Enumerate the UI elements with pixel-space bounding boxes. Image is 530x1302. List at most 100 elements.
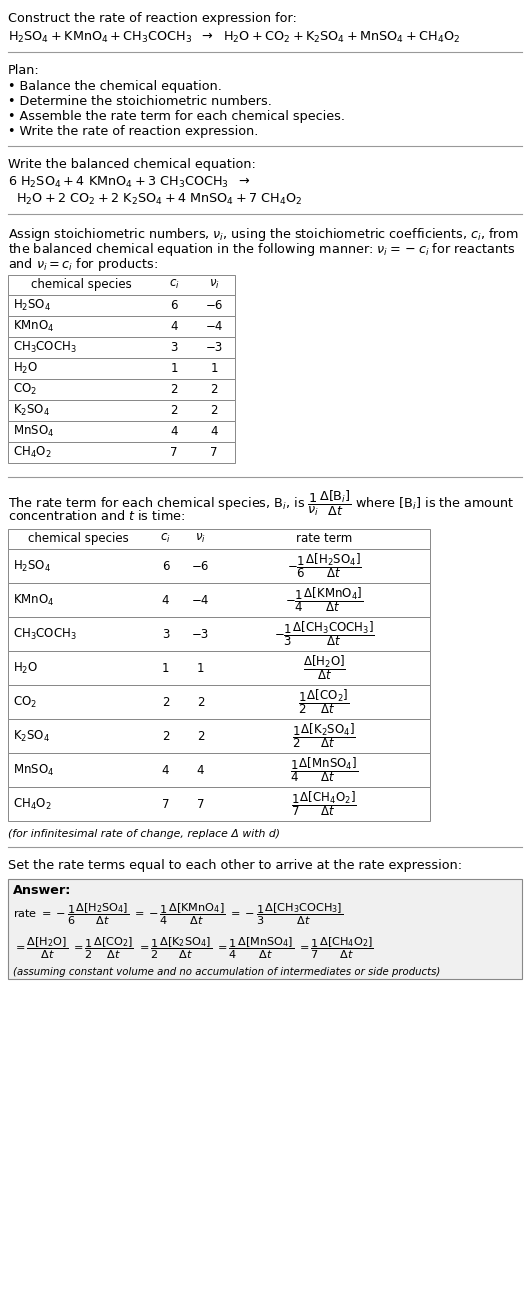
Bar <box>8 421 235 441</box>
Text: and $\nu_i = c_i$ for products:: and $\nu_i = c_i$ for products: <box>8 256 158 273</box>
Bar <box>8 400 235 421</box>
Text: 2: 2 <box>170 383 178 396</box>
Text: −4: −4 <box>205 320 223 333</box>
Text: 2: 2 <box>210 383 218 396</box>
Text: −3: −3 <box>206 341 223 354</box>
Text: rate term: rate term <box>296 533 352 546</box>
Text: $\rm KMnO_4$: $\rm KMnO_4$ <box>13 592 55 608</box>
Text: 2: 2 <box>170 404 178 417</box>
Text: 7: 7 <box>162 798 169 811</box>
Text: • Write the rate of reaction expression.: • Write the rate of reaction expression. <box>8 125 259 138</box>
Bar <box>8 379 235 400</box>
Text: $\dfrac{1}{4}\dfrac{\Delta[\mathrm{MnSO_4}]}{\Delta t}$: $\dfrac{1}{4}\dfrac{\Delta[\mathrm{MnSO_… <box>290 755 358 784</box>
Text: concentration and $t$ is time:: concentration and $t$ is time: <box>8 509 185 523</box>
Text: $\nu_i$: $\nu_i$ <box>209 279 219 292</box>
Text: $\rm CO_2$: $\rm CO_2$ <box>13 694 37 710</box>
Bar <box>8 275 235 296</box>
Text: Write the balanced chemical equation:: Write the balanced chemical equation: <box>8 158 256 171</box>
Text: −6: −6 <box>192 560 209 573</box>
Text: 2: 2 <box>162 729 169 742</box>
Text: 4: 4 <box>162 763 169 776</box>
Text: $\rm H_2O$: $\rm H_2O$ <box>13 361 38 376</box>
Text: 4: 4 <box>162 594 169 607</box>
Text: 3: 3 <box>162 628 169 641</box>
Text: The rate term for each chemical species, B$_i$, is $\dfrac{1}{\nu_i}\dfrac{\Delt: The rate term for each chemical species,… <box>8 490 515 518</box>
Text: 3: 3 <box>170 341 178 354</box>
Text: $\dfrac{1}{7}\dfrac{\Delta[\mathrm{CH_4O_2}]}{\Delta t}$: $\dfrac{1}{7}\dfrac{\Delta[\mathrm{CH_4O… <box>291 789 357 819</box>
Text: Plan:: Plan: <box>8 64 40 77</box>
Text: $\rm MnSO_4$: $\rm MnSO_4$ <box>13 424 54 439</box>
Bar <box>8 753 430 786</box>
Text: • Assemble the rate term for each chemical species.: • Assemble the rate term for each chemic… <box>8 109 345 122</box>
Text: $\rm K_2SO_4$: $\rm K_2SO_4$ <box>13 402 50 418</box>
Text: chemical species: chemical species <box>28 533 128 546</box>
Text: $\rm MnSO_4$: $\rm MnSO_4$ <box>13 763 54 777</box>
Text: (for infinitesimal rate of change, replace Δ with d): (for infinitesimal rate of change, repla… <box>8 829 280 838</box>
Text: 6: 6 <box>162 560 169 573</box>
Text: $\rm KMnO_4$: $\rm KMnO_4$ <box>13 319 55 335</box>
Text: rate $= -\dfrac{1}{6}\dfrac{\Delta[\mathrm{H_2SO_4}]}{\Delta t}$ $= -\dfrac{1}{4: rate $= -\dfrac{1}{6}\dfrac{\Delta[\math… <box>13 901 343 927</box>
Bar <box>8 337 235 358</box>
Text: $\rm K_2SO_4$: $\rm K_2SO_4$ <box>13 728 50 743</box>
Text: 4: 4 <box>170 424 178 437</box>
Text: 1: 1 <box>162 661 169 674</box>
Text: −6: −6 <box>205 299 223 312</box>
Text: chemical species: chemical species <box>31 279 132 292</box>
Text: 7: 7 <box>210 447 218 460</box>
Bar <box>8 358 235 379</box>
Text: $\dfrac{1}{2}\dfrac{\Delta[\mathrm{CO_2}]}{\Delta t}$: $\dfrac{1}{2}\dfrac{\Delta[\mathrm{CO_2}… <box>298 687 350 716</box>
Text: 2: 2 <box>197 695 204 708</box>
Bar <box>8 685 430 719</box>
Text: −3: −3 <box>192 628 209 641</box>
Text: $\rm H_2SO_4 + KMnO_4 + CH_3COCH_3$  $\rightarrow$  $\rm H_2O + CO_2 + K_2SO_4 +: $\rm H_2SO_4 + KMnO_4 + CH_3COCH_3$ $\ri… <box>8 30 460 46</box>
Text: $\rm H_2SO_4$: $\rm H_2SO_4$ <box>13 559 51 574</box>
Text: 2: 2 <box>197 729 204 742</box>
Text: $-\dfrac{1}{3}\dfrac{\Delta[\mathrm{CH_3COCH_3}]}{\Delta t}$: $-\dfrac{1}{3}\dfrac{\Delta[\mathrm{CH_3… <box>273 620 375 648</box>
Text: $\rm CH_4O_2$: $\rm CH_4O_2$ <box>13 797 51 811</box>
Bar <box>8 719 430 753</box>
Text: Construct the rate of reaction expression for:: Construct the rate of reaction expressio… <box>8 12 297 25</box>
Text: 2: 2 <box>210 404 218 417</box>
Text: $\rm H_2SO_4$: $\rm H_2SO_4$ <box>13 298 51 312</box>
Text: • Determine the stoichiometric numbers.: • Determine the stoichiometric numbers. <box>8 95 272 108</box>
Text: −4: −4 <box>192 594 209 607</box>
Text: • Balance the chemical equation.: • Balance the chemical equation. <box>8 79 222 92</box>
Text: the balanced chemical equation in the following manner: $\nu_i = -c_i$ for react: the balanced chemical equation in the fo… <box>8 241 515 258</box>
Text: $\dfrac{1}{2}\dfrac{\Delta[\mathrm{K_2SO_4}]}{\Delta t}$: $\dfrac{1}{2}\dfrac{\Delta[\mathrm{K_2SO… <box>292 721 356 750</box>
Text: 2: 2 <box>162 695 169 708</box>
Text: $\rm CO_2$: $\rm CO_2$ <box>13 381 37 397</box>
Text: 6: 6 <box>170 299 178 312</box>
Text: 1: 1 <box>197 661 204 674</box>
Text: $c_i$: $c_i$ <box>169 279 179 292</box>
Bar <box>8 529 430 549</box>
Text: (assuming constant volume and no accumulation of intermediates or side products): (assuming constant volume and no accumul… <box>13 967 440 976</box>
Bar <box>8 879 522 979</box>
Text: 4: 4 <box>170 320 178 333</box>
Bar <box>8 786 430 822</box>
Text: 4: 4 <box>210 424 218 437</box>
Text: $-\dfrac{1}{4}\dfrac{\Delta[\mathrm{KMnO_4}]}{\Delta t}$: $-\dfrac{1}{4}\dfrac{\Delta[\mathrm{KMnO… <box>285 586 363 615</box>
Bar <box>8 651 430 685</box>
Bar <box>8 296 235 316</box>
Text: $\rm H_2O$: $\rm H_2O$ <box>13 660 38 676</box>
Text: $\rm H_2O + 2\ CO_2 + 2\ K_2SO_4 + 4\ MnSO_4 + 7\ CH_4O_2$: $\rm H_2O + 2\ CO_2 + 2\ K_2SO_4 + 4\ Mn… <box>8 191 302 207</box>
Text: 7: 7 <box>197 798 204 811</box>
Text: $c_i$: $c_i$ <box>160 533 171 546</box>
Text: $\nu_i$: $\nu_i$ <box>195 533 206 546</box>
Text: Answer:: Answer: <box>13 884 72 897</box>
Text: 4: 4 <box>197 763 204 776</box>
Bar <box>8 549 430 583</box>
Text: 1: 1 <box>170 362 178 375</box>
Text: $\dfrac{\Delta[\mathrm{H_2O}]}{\Delta t}$: $\dfrac{\Delta[\mathrm{H_2O}]}{\Delta t}… <box>303 654 346 682</box>
Bar <box>8 316 235 337</box>
Text: $\rm CH_4O_2$: $\rm CH_4O_2$ <box>13 445 51 460</box>
Bar <box>8 441 235 464</box>
Text: $-\dfrac{1}{6}\dfrac{\Delta[\mathrm{H_2SO_4}]}{\Delta t}$: $-\dfrac{1}{6}\dfrac{\Delta[\mathrm{H_2S… <box>287 552 361 581</box>
Text: Assign stoichiometric numbers, $\nu_i$, using the stoichiometric coefficients, $: Assign stoichiometric numbers, $\nu_i$, … <box>8 227 519 243</box>
Bar <box>8 617 430 651</box>
Bar <box>8 583 430 617</box>
Text: $= \dfrac{\Delta[\mathrm{H_2O}]}{\Delta t}$ $= \dfrac{1}{2}\dfrac{\Delta[\mathrm: $= \dfrac{\Delta[\mathrm{H_2O}]}{\Delta … <box>13 935 374 961</box>
Text: 1: 1 <box>210 362 218 375</box>
Text: Set the rate terms equal to each other to arrive at the rate expression:: Set the rate terms equal to each other t… <box>8 859 462 872</box>
Text: 7: 7 <box>170 447 178 460</box>
